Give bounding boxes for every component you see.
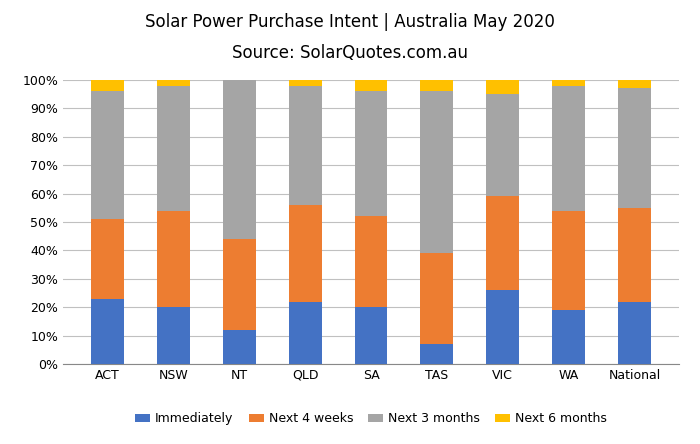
Bar: [552, 80, 585, 86]
Bar: [91, 91, 124, 219]
Bar: [91, 80, 124, 91]
Bar: [486, 290, 519, 364]
Bar: [157, 86, 190, 210]
Bar: [421, 91, 454, 253]
Bar: [421, 253, 454, 344]
Bar: [157, 307, 190, 364]
Bar: [354, 91, 388, 216]
Bar: [552, 210, 585, 310]
Bar: [157, 80, 190, 86]
Bar: [618, 208, 651, 301]
Bar: [618, 88, 651, 208]
Bar: [486, 80, 519, 94]
Bar: [421, 344, 454, 364]
Bar: [157, 210, 190, 307]
Bar: [618, 80, 651, 88]
Bar: [486, 196, 519, 290]
Legend: Immediately, Next 4 weeks, Next 3 months, Next 6 months: Immediately, Next 4 weeks, Next 3 months…: [130, 407, 612, 430]
Bar: [91, 219, 124, 299]
Text: Source: SolarQuotes.com.au: Source: SolarQuotes.com.au: [232, 44, 468, 63]
Bar: [421, 80, 454, 91]
Bar: [223, 80, 256, 239]
Bar: [354, 307, 388, 364]
Bar: [618, 301, 651, 364]
Bar: [486, 94, 519, 196]
Bar: [288, 80, 321, 86]
Bar: [552, 86, 585, 210]
Bar: [288, 205, 321, 301]
Bar: [223, 330, 256, 364]
Bar: [354, 216, 388, 307]
Bar: [354, 80, 388, 91]
Bar: [288, 301, 321, 364]
Bar: [91, 299, 124, 364]
Text: Solar Power Purchase Intent | Australia May 2020: Solar Power Purchase Intent | Australia …: [145, 13, 555, 32]
Bar: [223, 239, 256, 330]
Bar: [552, 310, 585, 364]
Bar: [288, 86, 321, 205]
